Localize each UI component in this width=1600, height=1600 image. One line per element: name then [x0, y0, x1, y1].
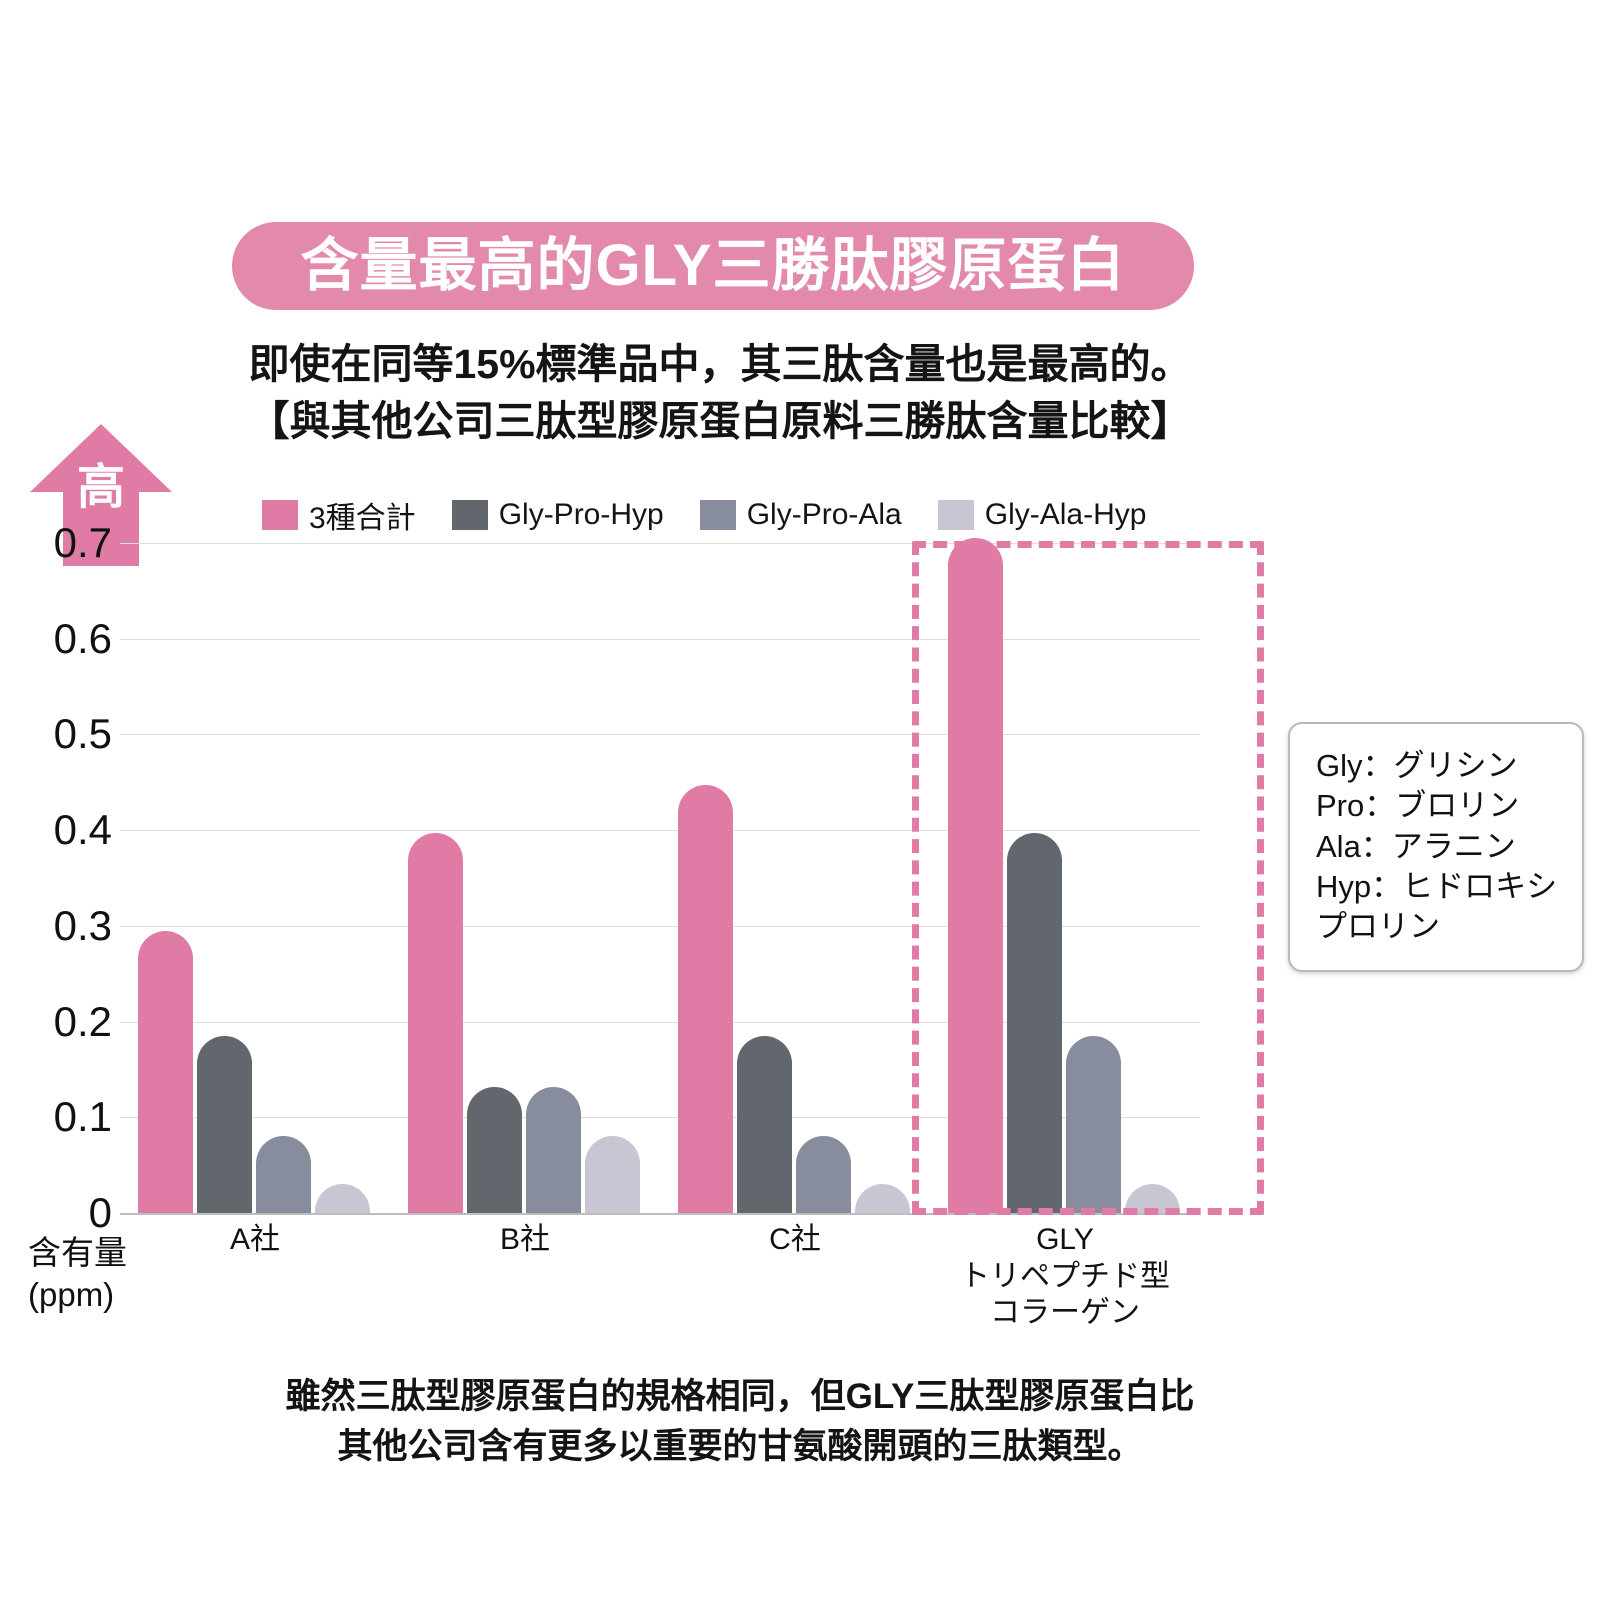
- legend-swatch-icon: [451, 500, 488, 530]
- gridline: [120, 734, 1200, 736]
- category-label: A社: [120, 1222, 390, 1259]
- bar: [855, 1184, 910, 1213]
- gridline: [120, 830, 1200, 832]
- legend-label: Gly-Ala-Hyp: [984, 498, 1147, 531]
- y-tick-label: 0: [88, 1189, 112, 1236]
- legend-label: 3種合計: [309, 502, 416, 535]
- bar: [256, 1136, 311, 1213]
- subtitle-line-1: 即使在同等15%標準品中，其三肽含量也是最高的。: [248, 341, 1192, 387]
- legend-item-3[interactable]: Gly-Pro-Ala: [699, 498, 902, 532]
- legend-label: Gly-Pro-Hyp: [498, 498, 664, 531]
- bar: [585, 1136, 640, 1213]
- bar: [197, 1035, 252, 1213]
- gridline: [120, 638, 1200, 640]
- info-box-row-1: Gly：グリシン: [1316, 748, 1518, 783]
- x-axis-category-labels: A社 B社 C社 GLY トリペプチド型 コラーゲン: [120, 1222, 1200, 1352]
- category-label-line: GLY: [1036, 1223, 1094, 1256]
- y-tick-label: 0.3: [53, 901, 112, 949]
- legend-item-2[interactable]: Gly-Pro-Hyp: [451, 498, 664, 532]
- y-tick-label: 0.1: [53, 1093, 112, 1141]
- bar: [737, 1035, 792, 1213]
- legend-label: Gly-Pro-Ala: [746, 498, 902, 531]
- subtitle-line-2: 【與其他公司三肽型膠原蛋白原料三勝肽含量比較】: [248, 397, 1192, 444]
- arrow-head: [30, 424, 172, 492]
- page-title: 含量最高的GLY三勝肽膠原蛋白: [300, 233, 1126, 298]
- info-box-row-2: Pro：ブロリン: [1316, 788, 1520, 824]
- y-tick-label: 0.5: [53, 710, 112, 758]
- category-label-line: B社: [499, 1223, 550, 1256]
- gridline: [120, 543, 1200, 544]
- bottom-caption: 雖然三肽型膠原蛋白的規格相同，但GLY三肽型膠原蛋白比 其他公司含有更多以重要的…: [0, 1372, 1480, 1471]
- caption-line-2: 其他公司含有更多以重要的甘氨酸開頭的三肽類型。: [337, 1426, 1143, 1466]
- bar: [526, 1086, 581, 1213]
- gridline: [120, 925, 1200, 927]
- legend-item-4[interactable]: Gly-Ala-Hyp: [937, 498, 1147, 532]
- category-label-line: トリペプチド型: [960, 1259, 1170, 1293]
- y-axis-tick-labels: 0 0.1 0.2 0.3 0.4 0.5 0.6 0.7: [0, 522, 112, 1234]
- y-tick-label: 0.7: [53, 519, 112, 566]
- bar: [1007, 833, 1062, 1213]
- chart-legend: 3種合計 Gly-Pro-Hyp Gly-Pro-Ala Gly-Ala-Hyp: [262, 498, 1182, 535]
- category-label-line: A社: [229, 1223, 280, 1256]
- highlight-dashed-box: [912, 541, 1264, 1215]
- category-label-line: C社: [769, 1223, 821, 1256]
- bar: [408, 833, 463, 1213]
- abbreviation-info-box: Gly：グリシン Pro：ブロリン Ala：アラニン Hyp：ヒドロキシ プロリン: [1288, 722, 1584, 972]
- info-box-row-4: Hyp：ヒドロキシ: [1316, 868, 1558, 904]
- arrow-label: 高: [76, 461, 125, 514]
- bar: [678, 785, 733, 1213]
- gridline: [120, 1021, 1200, 1023]
- y-tick-label: 0.6: [53, 614, 112, 662]
- title-pill: 含量最高的GLY三勝肽膠原蛋白: [232, 222, 1194, 310]
- legend-swatch-icon: [262, 500, 298, 530]
- bar: [315, 1184, 370, 1213]
- arrow-shaft: [63, 490, 139, 566]
- x-axis-line: [120, 1213, 1200, 1215]
- legend-swatch-icon: [699, 500, 736, 530]
- y-tick-label: 0.4: [53, 806, 112, 854]
- chart-plot-area: [120, 538, 1200, 1215]
- bar: [1066, 1035, 1121, 1213]
- bar: [796, 1136, 851, 1213]
- caption-line-1: 雖然三肽型膠原蛋白的規格相同，但GLY三肽型膠原蛋白比: [285, 1377, 1195, 1416]
- info-box-row-5: プロリン: [1316, 909, 1440, 945]
- category-label: C社: [660, 1222, 930, 1259]
- up-arrow-icon: 高: [30, 424, 172, 566]
- y-axis-caption: 含有量 (ppm): [28, 1232, 178, 1316]
- gridline: [120, 1117, 1200, 1119]
- bar: [467, 1086, 522, 1213]
- category-label: B社: [390, 1222, 660, 1259]
- y-axis-caption-line-1: 含有量: [28, 1234, 127, 1271]
- legend-item-1[interactable]: 3種合計: [262, 493, 416, 537]
- legend-swatch-icon: [937, 500, 974, 530]
- bar: [948, 538, 1003, 1213]
- bar: [138, 930, 193, 1213]
- info-box-row-3: Ala：アラニン: [1316, 828, 1516, 864]
- category-label-line: コラーゲン: [990, 1296, 1140, 1330]
- subtitle-block: 即使在同等15%標準品中，其三肽含量也是最高的。 【與其他公司三肽型膠原蛋白原料…: [0, 336, 1440, 449]
- y-axis-caption-line-2: (ppm): [28, 1276, 115, 1314]
- y-tick-label: 0.2: [53, 997, 112, 1045]
- category-label: GLY トリペプチド型 コラーゲン: [930, 1222, 1200, 1332]
